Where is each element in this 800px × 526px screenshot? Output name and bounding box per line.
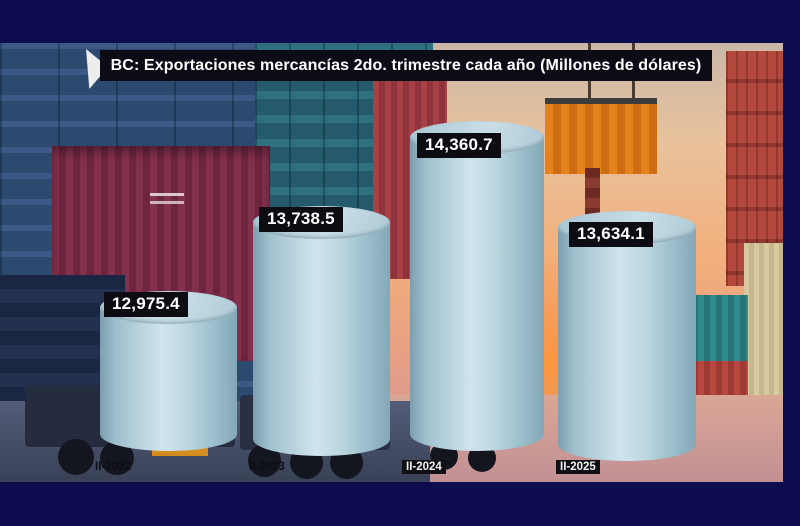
cylinder-body bbox=[410, 137, 544, 451]
value-label-ii-2024: 14,360.7 bbox=[417, 133, 501, 158]
cylinder-body bbox=[558, 227, 696, 461]
cylinder-bar-ii-2023 bbox=[253, 206, 390, 456]
cylinder-body bbox=[100, 307, 237, 451]
x-axis-label-ii-2023: II-2023 bbox=[249, 461, 285, 473]
value-label-ii-2025: 13,634.1 bbox=[569, 222, 653, 247]
cylinder-bar-ii-2025 bbox=[558, 211, 696, 461]
lifted-orange-container bbox=[545, 98, 657, 174]
truck-wheel bbox=[58, 439, 94, 475]
x-axis-label-ii-2022: II-2022 bbox=[95, 461, 131, 473]
chart-title: BC: Exportaciones mercancías 2do. trimes… bbox=[100, 50, 712, 81]
x-axis-label-ii-2024: II-2024 bbox=[402, 460, 446, 474]
teal-container bbox=[686, 295, 748, 361]
value-label-ii-2023: 13,738.5 bbox=[259, 207, 343, 232]
x-axis-label-ii-2025: II-2025 bbox=[556, 460, 600, 474]
cylinder-bar-ii-2022 bbox=[100, 291, 237, 451]
value-label-ii-2022: 12,975.4 bbox=[104, 292, 188, 317]
cylinder-bar-ii-2024 bbox=[410, 121, 544, 451]
beige-container bbox=[744, 243, 783, 398]
cylinder-body bbox=[253, 222, 390, 456]
container-markings bbox=[150, 193, 184, 196]
